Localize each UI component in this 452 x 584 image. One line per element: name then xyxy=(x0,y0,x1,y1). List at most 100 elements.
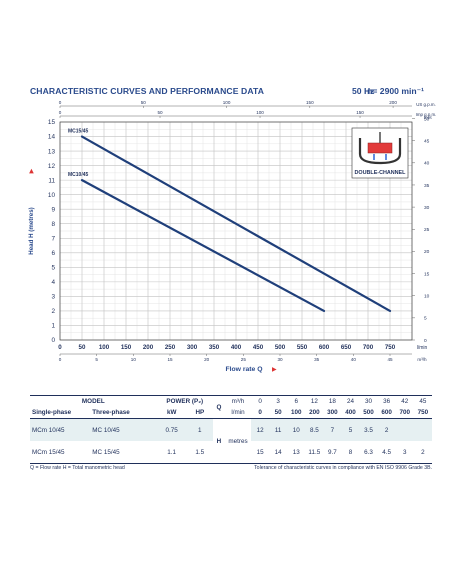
q-lmin-cell: 200 xyxy=(309,409,320,416)
us-gpm-tick-label: 50 xyxy=(141,100,147,105)
h-symbol-letter: H xyxy=(216,437,222,445)
feet-tick-label: 10 xyxy=(424,294,430,300)
m3h-tick-label: 35 xyxy=(314,357,320,362)
feet-tick-label: 30 xyxy=(424,205,430,211)
q-lmin-cell: 300 xyxy=(327,409,338,416)
single-phase-header: Single-phase xyxy=(32,409,72,416)
plot-frame xyxy=(59,121,413,341)
y-axis-arrow: ▶ xyxy=(29,168,35,173)
head-cell: 9.7 xyxy=(328,448,337,456)
y-tick-label: 2 xyxy=(51,308,55,315)
head-cell: 15 xyxy=(256,448,264,456)
y-tick-label: 9 xyxy=(51,206,55,213)
q-m3h-cell: 24 xyxy=(346,398,354,405)
y-tick-label: 7 xyxy=(51,235,55,242)
m3h-tick-label: 45 xyxy=(387,357,393,362)
head-cell: 12 xyxy=(256,426,264,434)
y-tick-label: 11 xyxy=(48,177,55,184)
y-axis-title: Head H (metres) xyxy=(28,207,35,254)
imp-gpm-tick-label: 150 xyxy=(356,110,364,115)
pump-performance-chart: 0 50 100 150 200 250 300 350 400 450 500 550 600 650 7… xyxy=(28,100,437,373)
table-row: MCm 10/45 MC 10/45 0.75 1 H metres 12 11… xyxy=(30,418,432,464)
x-tick-label: 750 xyxy=(385,344,396,351)
performance-table: MODEL POWER (P₂) Q m³/h 0 3 6 12 18 24 3… xyxy=(30,395,432,464)
feet-tick-label: 40 xyxy=(424,161,430,167)
q-symbol: Q xyxy=(216,403,222,411)
feet-tick-label: 20 xyxy=(424,249,430,255)
power-kw: 0.75 xyxy=(165,426,178,434)
y-tick-label: 6 xyxy=(51,250,55,257)
x-tick-label: 0 xyxy=(58,344,62,351)
head-cell: 13 xyxy=(292,448,300,456)
curve-line xyxy=(80,135,392,313)
y-tick-label: 10 xyxy=(48,192,56,199)
head-cell: 8 xyxy=(348,448,353,456)
feet-tick-label: 0 xyxy=(424,338,427,344)
us-gpm-tick-label: 100 xyxy=(223,100,231,105)
q-unit-lmin: l/min xyxy=(231,409,245,416)
feet-unit-label: feet xyxy=(424,115,432,120)
head-cell: 11.5 xyxy=(308,448,321,456)
imp-gpm-tick-label: 50 xyxy=(157,110,163,115)
head-cell: 4.5 xyxy=(382,448,392,456)
q-m3h-cell: 6 xyxy=(294,398,298,405)
x-tick-label: 550 xyxy=(297,344,308,351)
m3h-tick-label: 10 xyxy=(131,357,137,362)
head-cell xyxy=(396,419,414,442)
footer-tolerance: Tolerance of characteristic curves in co… xyxy=(254,465,432,471)
m3h-tick-label: 20 xyxy=(204,357,210,362)
inset-label: DOUBLE-CHANNEL xyxy=(355,170,407,176)
imp-gpm-unit-label: Imp g.p.m. xyxy=(416,112,437,117)
q-lmin-cell: 500 xyxy=(363,409,374,416)
q-m3h-cell: 42 xyxy=(401,398,409,405)
us-gpm-tick-label: 200 xyxy=(389,100,397,105)
imp-gpm-tick-label: 100 xyxy=(256,110,264,115)
q-m3h-cell: 18 xyxy=(328,398,336,405)
q-m3h-cell: 30 xyxy=(365,398,373,405)
impeller-housing-icon xyxy=(358,138,402,165)
q-m3h-cell: 36 xyxy=(383,398,391,405)
imp-gpm-tick-label: 0 xyxy=(59,110,62,115)
q-lmin-cell: 750 xyxy=(417,409,429,416)
x-tick-label: 500 xyxy=(275,344,286,351)
m3h-tick-label: 25 xyxy=(241,357,247,362)
x-tick-label: 150 xyxy=(121,344,132,351)
x-tick-label: 200 xyxy=(143,344,154,351)
x-tick-label: 300 xyxy=(187,344,198,351)
three-phase-model: MC 10/45 xyxy=(92,426,120,434)
m3h-tick-label: 15 xyxy=(167,357,173,362)
y-tick-label: 3 xyxy=(51,294,55,301)
m3h-tick-label: 5 xyxy=(95,357,98,362)
curve-line xyxy=(80,179,326,313)
kw-header: kW xyxy=(166,409,177,416)
head-cell: 10 xyxy=(292,426,300,434)
q-unit-m3h: m³/h xyxy=(231,398,245,405)
chart-section-title: CHARACTERISTIC CURVES AND PERFORMANCE DA… xyxy=(30,86,265,96)
x-tick-label: 650 xyxy=(341,344,352,351)
feet-tick-label: 5 xyxy=(424,316,427,322)
y-tick-label: 5 xyxy=(51,265,55,272)
h-unit: metres xyxy=(224,418,252,464)
head-cell: 5 xyxy=(348,426,353,434)
us-gpm-unit-label: US g.p.m. xyxy=(416,102,436,107)
q-m3h-cell: 45 xyxy=(419,398,427,405)
y-tick-label: 14 xyxy=(48,134,56,141)
hp-header: HP xyxy=(195,409,205,416)
q-lmin-cell: 700 xyxy=(399,409,410,416)
power-hp: 1 xyxy=(198,426,202,434)
head-cell: 7 xyxy=(330,426,335,434)
x-tick-label: 100 xyxy=(99,344,110,351)
x-tick-label: 450 xyxy=(253,344,264,351)
head-cell: 2 xyxy=(421,448,425,456)
q-lmin-cell: 0 xyxy=(258,409,262,416)
x-tick-label: 700 xyxy=(363,344,374,351)
head-cell: 6.3 xyxy=(364,448,373,456)
feet-tick-label: 25 xyxy=(424,227,430,233)
x-tick-label: 600 xyxy=(319,344,330,351)
curve-label: MC10/45 xyxy=(68,172,89,178)
power-kw: 1.1 xyxy=(167,448,177,456)
y-tick-label: 1 xyxy=(51,323,55,330)
x-tick-label: 50 xyxy=(79,344,86,351)
q-m3h-cell: 3 xyxy=(276,398,280,405)
head-cell: 11 xyxy=(274,426,282,434)
